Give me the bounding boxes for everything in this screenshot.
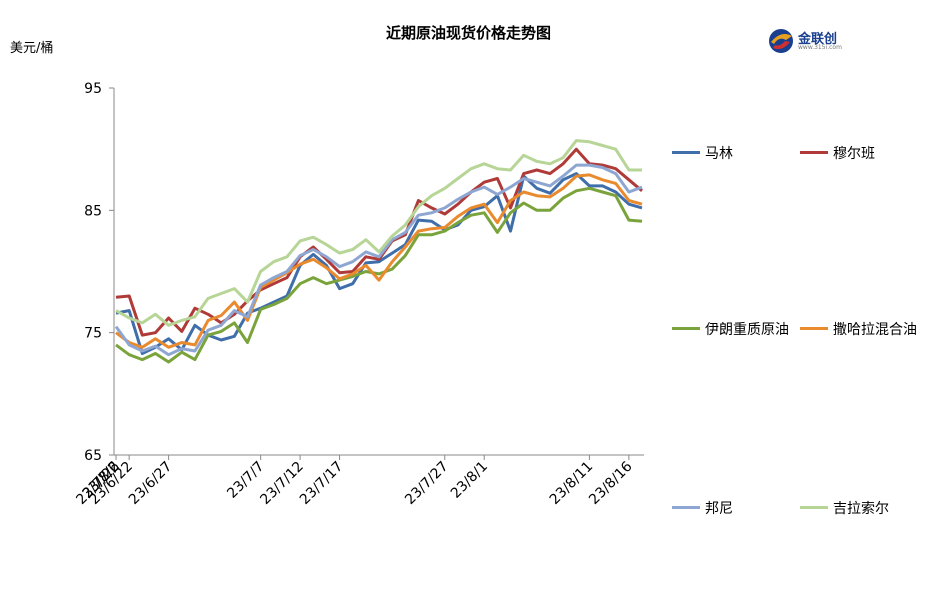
series-line xyxy=(115,147,643,337)
series-line xyxy=(115,186,643,364)
series-line xyxy=(115,173,643,349)
logo-mark-icon xyxy=(769,29,793,53)
legend-label: 撒哈拉混合油 xyxy=(833,322,917,338)
legend-swatch xyxy=(672,327,700,330)
series-line xyxy=(114,163,643,357)
x-tick-label: 23/8/16 xyxy=(586,458,636,508)
x-tick-label: 23/7/17 xyxy=(297,459,346,508)
legend-swatch xyxy=(672,151,700,154)
y-tick-label: 65 xyxy=(84,448,102,464)
series-line xyxy=(115,172,643,355)
y-axis-unit-label: 美元/桶 xyxy=(10,41,54,56)
brand-logo: 金联创 www.315i.com xyxy=(766,26,876,56)
legend-swatch xyxy=(800,327,828,330)
legend-label: 邦尼 xyxy=(705,501,733,517)
y-tick-label: 75 xyxy=(84,326,102,342)
legend-label: 穆尔班 xyxy=(833,146,875,162)
legend-label: 吉拉索尔 xyxy=(833,501,889,517)
legend-swatch xyxy=(800,506,828,509)
logo-name: 金联创 xyxy=(798,32,838,47)
x-tick-label: 23/8/1 xyxy=(448,459,491,502)
legend-swatch xyxy=(800,151,828,154)
y-tick-label: 85 xyxy=(84,203,102,219)
x-tick-label: 23/6/27 xyxy=(126,459,175,508)
chart-title: 近期原油现货价格走势图 xyxy=(385,24,551,42)
legend-swatch xyxy=(672,506,700,509)
logo-url: www.315i.com xyxy=(798,44,842,51)
series-layer xyxy=(114,139,643,364)
y-tick-label: 95 xyxy=(84,81,102,97)
legend-label: 马林 xyxy=(705,146,733,162)
legend-label: 伊朗重质原油 xyxy=(705,322,789,338)
series-line xyxy=(115,139,642,327)
x-tick-label: 23/7/27 xyxy=(402,459,451,508)
